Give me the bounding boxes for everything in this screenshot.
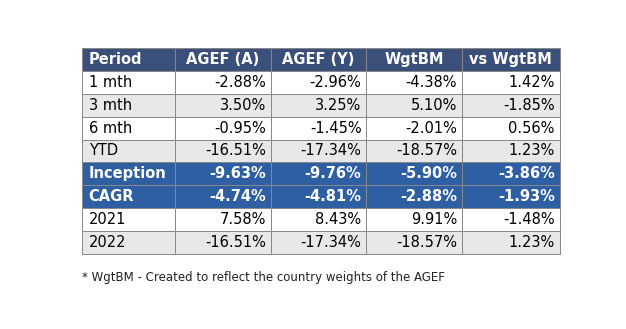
Bar [270,139,366,162]
Text: vs WgtBM: vs WgtBM [469,52,552,67]
Bar [82,231,175,254]
Text: 0.56%: 0.56% [508,121,555,136]
Bar [366,71,461,94]
Text: 2021: 2021 [89,212,126,227]
Text: AGEF (Y): AGEF (Y) [282,52,354,67]
Bar [461,231,560,254]
Text: -5.90%: -5.90% [400,166,457,181]
Bar [461,94,560,117]
Text: -1.93%: -1.93% [498,189,555,204]
Text: -18.57%: -18.57% [396,235,457,250]
Text: -16.51%: -16.51% [205,235,266,250]
Text: -2.88%: -2.88% [400,189,457,204]
Text: * WgtBM - Created to reflect the country weights of the AGEF: * WgtBM - Created to reflect the country… [82,271,445,284]
Bar [366,117,461,139]
Text: 3.50%: 3.50% [220,98,266,113]
Text: -18.57%: -18.57% [396,143,457,159]
Text: 5.10%: 5.10% [411,98,457,113]
Bar [270,185,366,208]
Text: 6 mth: 6 mth [89,121,132,136]
Text: -2.96%: -2.96% [310,75,361,90]
Text: -0.95%: -0.95% [214,121,266,136]
Bar [270,162,366,185]
Bar [366,185,461,208]
Text: -17.34%: -17.34% [300,143,361,159]
Bar [82,48,175,71]
Bar [270,231,366,254]
Text: Period: Period [89,52,142,67]
Bar [82,117,175,139]
Bar [82,208,175,231]
Bar [461,139,560,162]
Bar [366,231,461,254]
Text: -9.63%: -9.63% [209,166,266,181]
Text: 7.58%: 7.58% [220,212,266,227]
Text: -2.01%: -2.01% [405,121,457,136]
Bar [82,71,175,94]
Text: 1.42%: 1.42% [508,75,555,90]
Bar [175,208,270,231]
Bar [82,94,175,117]
Bar [175,185,270,208]
Bar [175,117,270,139]
Text: AGEF (A): AGEF (A) [187,52,260,67]
Bar [366,208,461,231]
Text: 3.25%: 3.25% [315,98,361,113]
Bar [461,185,560,208]
Text: -2.88%: -2.88% [214,75,266,90]
Text: WgtBM: WgtBM [384,52,444,67]
Text: 9.91%: 9.91% [411,212,457,227]
Bar [366,162,461,185]
Bar [175,162,270,185]
Text: -4.81%: -4.81% [304,189,361,204]
Text: -1.45%: -1.45% [310,121,361,136]
Text: 2022: 2022 [89,235,126,250]
Bar [461,48,560,71]
Text: -4.74%: -4.74% [209,189,266,204]
Bar [366,94,461,117]
Text: -4.38%: -4.38% [406,75,457,90]
Text: -1.48%: -1.48% [503,212,555,227]
Text: -17.34%: -17.34% [300,235,361,250]
Text: 1.23%: 1.23% [508,143,555,159]
Bar [461,162,560,185]
Text: 8.43%: 8.43% [316,212,361,227]
Bar [270,48,366,71]
Bar [82,185,175,208]
Text: YTD: YTD [89,143,118,159]
Bar [82,139,175,162]
Text: -16.51%: -16.51% [205,143,266,159]
Bar [270,94,366,117]
Bar [270,117,366,139]
Bar [175,139,270,162]
Text: 3 mth: 3 mth [89,98,131,113]
Text: CAGR: CAGR [89,189,134,204]
Text: -3.86%: -3.86% [498,166,555,181]
Bar [175,94,270,117]
Bar [175,48,270,71]
Bar [82,162,175,185]
Text: -1.85%: -1.85% [503,98,555,113]
Bar [270,208,366,231]
Bar [366,139,461,162]
Bar [175,231,270,254]
Text: -9.76%: -9.76% [305,166,361,181]
Bar [461,208,560,231]
Bar [461,71,560,94]
Text: 1 mth: 1 mth [89,75,132,90]
Bar [270,71,366,94]
Text: Inception: Inception [89,166,167,181]
Bar [366,48,461,71]
Bar [175,71,270,94]
Text: 1.23%: 1.23% [508,235,555,250]
Bar [461,117,560,139]
